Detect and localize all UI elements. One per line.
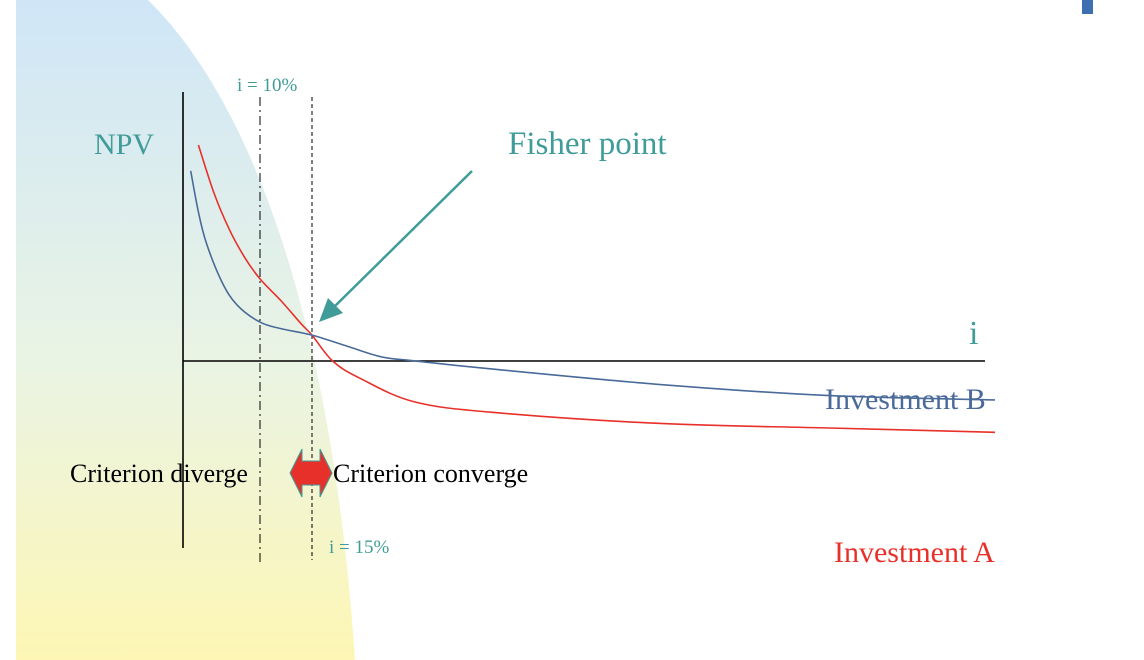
criterion-diverge-label: Criterion diverge (70, 459, 248, 488)
investment-b-curve (189, 170, 996, 401)
y-axis-label: NPV (94, 128, 154, 161)
fisher-pointer-shaft (333, 170, 473, 308)
rate-15-label: i = 15% (329, 537, 389, 558)
criterion-converge-label: Criterion converge (333, 459, 528, 488)
investment-a-curve (197, 144, 996, 434)
fisher-pointer-head (319, 298, 343, 322)
title-fragment (1082, 0, 1093, 14)
background-shape (0, 0, 355, 660)
background-strip (0, 0, 16, 660)
x-axis-label: i (969, 315, 978, 352)
investment-a-label: Investment A (834, 536, 995, 569)
double-arrow (289, 448, 333, 498)
fisher-point-label: Fisher point (508, 126, 667, 162)
rate-10-label: i = 10% (237, 75, 297, 96)
investment-b-label: Investment B (825, 383, 986, 416)
